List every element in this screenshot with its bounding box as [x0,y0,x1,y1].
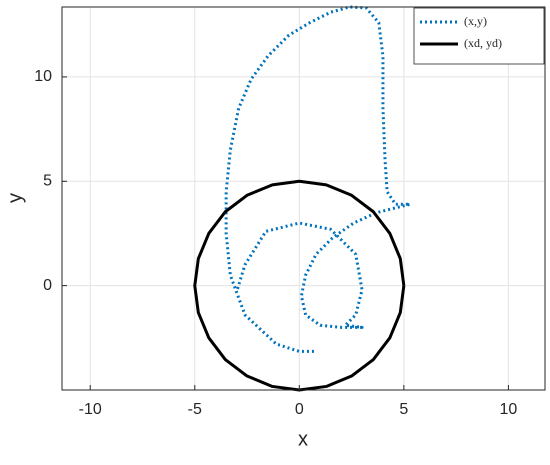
y-tick-label: 5 [43,172,52,189]
x-tick-label: 0 [295,401,304,418]
x-axis-label: x [298,428,308,450]
y-axis-label: y [4,193,26,203]
plot-area [193,5,412,392]
x-tick-label: -5 [188,401,202,418]
x-tick-label: 10 [500,401,518,418]
legend: (x,y) (xd, yd) [413,7,545,65]
axes-box [61,6,546,391]
legend-label: (x,y) [464,14,487,28]
x-tick-label: -10 [79,401,102,418]
series-line [193,179,406,392]
legend-box [413,7,545,65]
x-tick-label: 5 [399,401,408,418]
y-tick-label: 10 [34,68,52,85]
legend-label: (xd, yd) [464,36,502,50]
y-tick-label: 0 [43,277,52,294]
